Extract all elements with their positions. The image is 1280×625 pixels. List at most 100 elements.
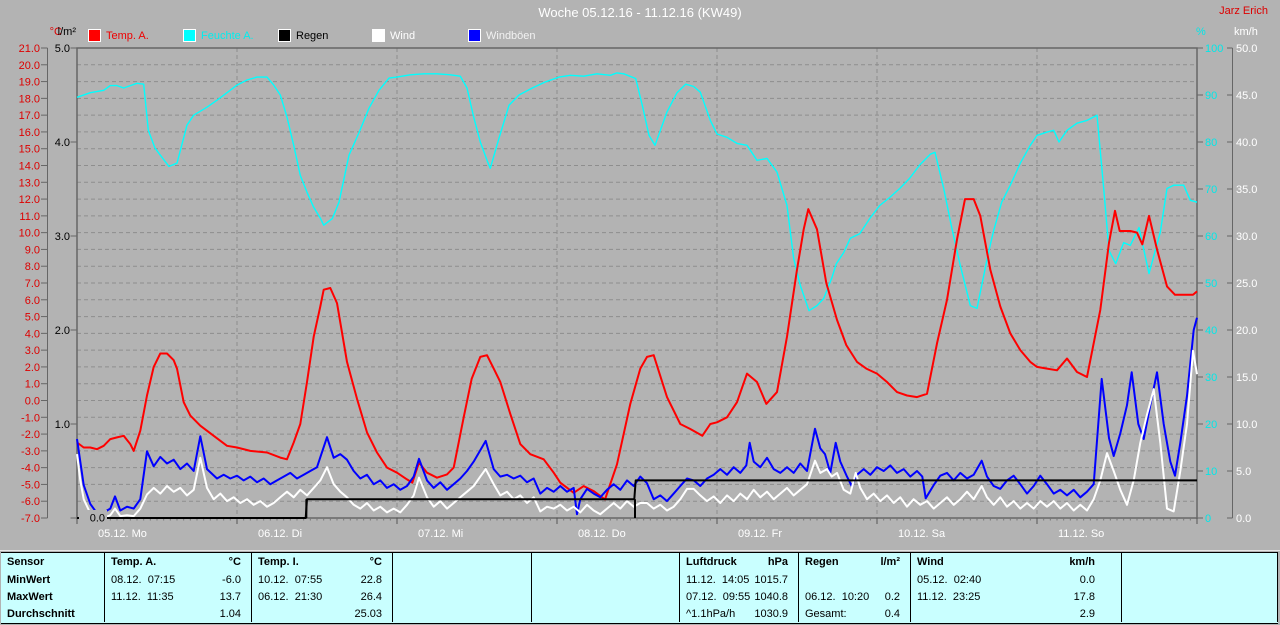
humidity-axis-tick-label: 80 <box>1205 137 1217 149</box>
cell-value: 1040.8 <box>754 590 788 603</box>
temp-axis-tick-label: 12.0 <box>19 194 40 206</box>
table-header-cell <box>393 553 532 571</box>
cell-value: km/h <box>1069 556 1095 568</box>
cell-value: 13.7 <box>219 590 241 603</box>
table-cell: 07.12. 09:55 1040.8 <box>680 588 799 605</box>
cell-text: 11.12. 11:35 <box>111 590 174 603</box>
table-header-cell: Regen l/m² <box>799 553 911 571</box>
rain-axis-tick-label: 4.0 <box>55 137 70 149</box>
humidity-axis-unit-label: % <box>1196 26 1206 38</box>
temp-axis-tick-label: 10.0 <box>19 228 40 240</box>
table-cell: Gesamt: 0.4 <box>799 605 911 622</box>
table-cell <box>1122 588 1278 605</box>
cell-value: hPa <box>767 556 788 568</box>
x-axis-day-label: 11.12. So <box>1058 528 1104 540</box>
humidity-axis-tick-label: 40 <box>1205 325 1217 337</box>
humidity-axis-tick-label: 70 <box>1205 184 1217 196</box>
temp-axis-tick-label: 11.0 <box>19 211 40 223</box>
series-temp-tempa <box>76 198 1198 501</box>
cell-text: Wind <box>917 556 944 568</box>
temp-axis-tick-label: 1.0 <box>25 379 40 391</box>
cell-text: Temp. A. <box>111 556 157 568</box>
temp-axis-tick-label: -5.0 <box>21 479 40 491</box>
author-label: Jarz Erich <box>1219 5 1268 17</box>
page-title: Woche 05.12.16 - 11.12.16 (KW49) <box>538 5 742 20</box>
cell-value: 25.03 <box>354 607 382 620</box>
statistics-table: Sensor Temp. A. °C Temp. I. °C Luftdruck hPa Re… <box>1 552 1278 624</box>
legend-item-rain: Regen <box>278 29 328 42</box>
humidity-axis-tick-label: 10 <box>1205 466 1217 478</box>
wind-axis-tick-label: 25.0 <box>1236 278 1257 290</box>
temp-axis-tick-label: -4.0 <box>21 463 40 475</box>
temp-axis-tick-label: 18.0 <box>19 93 40 105</box>
temp-axis-tick-label: 5.0 <box>25 312 40 324</box>
table-cell <box>393 605 532 622</box>
temp-axis-tick-label: 14.0 <box>19 161 40 173</box>
temp-axis-tick-label: 15.0 <box>19 144 40 156</box>
wind-axis-tick-label: 50.0 <box>1236 43 1257 55</box>
table-row: MaxWert 11.12. 11:35 13.7 06.12. 21:30 26.4 0… <box>1 588 1278 605</box>
table-cell: 06.12. 10:20 0.2 <box>799 588 911 605</box>
table-cell: ^1.1hPa/h 1030.9 <box>680 605 799 622</box>
table-cell: 25.03 <box>252 605 393 622</box>
cell-text: 05.12. 02:40 <box>917 573 982 586</box>
rain-series-swatch-icon <box>278 29 291 42</box>
temp-axis-tick-label: 9.0 <box>25 244 40 256</box>
table-cell <box>393 571 532 588</box>
cell-value: 1015.7 <box>754 573 788 586</box>
cell-value: 1.04 <box>219 607 241 620</box>
legend-label: Windböen <box>486 29 536 42</box>
table-cell: 08.12. 07:15 -6.0 <box>105 571 252 588</box>
cell-value: 0.0 <box>1079 573 1095 586</box>
legend-label: Temp. A. <box>106 29 149 42</box>
cell-value: 17.8 <box>1073 590 1095 603</box>
cell-value: 0.2 <box>884 590 900 603</box>
humidity-axis-tick-label: 60 <box>1205 231 1217 243</box>
table-row: MinWert 08.12. 07:15 -6.0 10.12. 07:55 22.8 1… <box>1 571 1278 588</box>
table-cell: 11.12. 23:25 17.8 <box>911 588 1122 605</box>
temp-axis-tick-label: -3.0 <box>21 446 40 458</box>
temp-axis-tick-label: 21.0 <box>19 43 40 55</box>
humidity-axis-tick-label: 20 <box>1205 419 1217 431</box>
table-cell <box>799 571 911 588</box>
cell-value: 0.4 <box>884 607 900 620</box>
wind-axis-tick-label: 40.0 <box>1236 137 1257 149</box>
legend-item-gusts: Windböen <box>468 29 536 42</box>
temp-axis-tick-label: 16.0 <box>19 127 40 139</box>
temp-axis-tick-label: 4.0 <box>25 328 40 340</box>
rain-axis-zero-label: 0.0 <box>90 513 105 525</box>
table-cell <box>532 571 680 588</box>
cell-text: Temp. I. <box>258 556 299 568</box>
weather-plot: 21.0 20.0 19.0 18.0 17.0 16.0 15.0 14.0 13.0 12.0… <box>19 43 1258 540</box>
temp-axis-tick-label: -1.0 <box>21 412 40 424</box>
legend-item-wind: Wind <box>372 29 415 42</box>
table-row-label: MinWert <box>1 571 105 588</box>
cell-value: °C <box>228 556 241 568</box>
cell-text: 07.12. 09:55 <box>686 590 751 603</box>
x-axis-day-label: 06.12. Di <box>258 528 302 540</box>
table-header-cell <box>532 553 680 571</box>
cell-text: Luftdruck <box>686 556 737 568</box>
humidity-axis-tick-label: 90 <box>1205 90 1217 102</box>
table-header-cell: Wind km/h <box>911 553 1122 571</box>
table-cell: 11.12. 14:05 1015.7 <box>680 571 799 588</box>
rain-axis-unit-label: l/m² <box>57 26 76 38</box>
series-rain-regen <box>77 479 1197 519</box>
table-row-label: Durchschnitt <box>1 605 105 622</box>
wind-axis-tick-label: 30.0 <box>1236 231 1257 243</box>
temp-series-swatch-icon <box>88 29 101 42</box>
temp-axis-tick-label: 20.0 <box>19 60 40 72</box>
wind-axis-unit-label: km/h <box>1234 26 1258 38</box>
temp-axis-tick-label: -2.0 <box>21 429 40 441</box>
x-axis-day-label: 08.12. Do <box>578 528 626 540</box>
table-cell: 11.12. 11:35 13.7 <box>105 588 252 605</box>
cell-value: 1030.9 <box>754 607 788 620</box>
legend-label: Feuchte A. <box>201 29 254 42</box>
table-cell <box>393 588 532 605</box>
table-header-cell: Temp. I. °C <box>252 553 393 571</box>
series-wind-wind <box>76 349 1198 519</box>
humidity-axis-tick-label: 30 <box>1205 372 1217 384</box>
x-axis-day-label: 10.12. Sa <box>898 528 946 540</box>
wind-axis-tick-label: 10.0 <box>1236 419 1257 431</box>
